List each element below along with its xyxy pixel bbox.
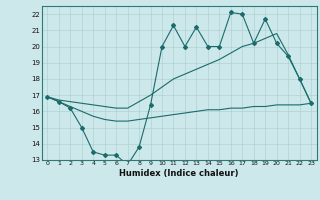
X-axis label: Humidex (Indice chaleur): Humidex (Indice chaleur) [119, 169, 239, 178]
